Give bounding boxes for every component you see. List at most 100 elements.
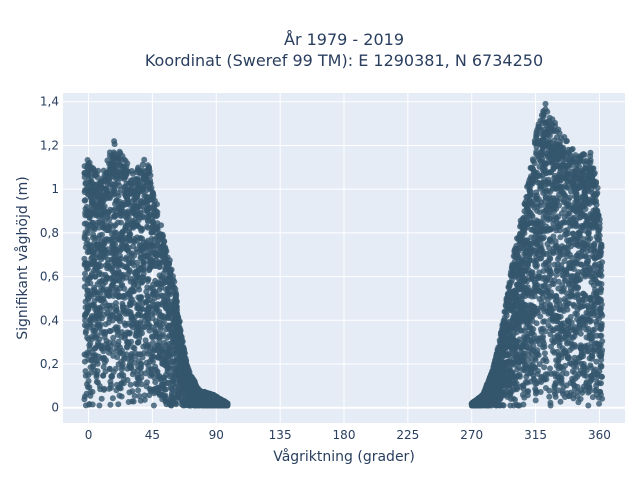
data-point bbox=[173, 335, 180, 342]
data-point bbox=[110, 207, 117, 214]
data-point bbox=[565, 230, 571, 237]
data-point bbox=[83, 185, 90, 192]
data-point bbox=[123, 351, 130, 358]
data-point bbox=[107, 378, 114, 385]
data-point bbox=[100, 363, 107, 370]
data-point bbox=[131, 238, 138, 245]
data-point bbox=[563, 370, 570, 377]
data-point bbox=[142, 337, 149, 344]
data-point bbox=[136, 203, 143, 210]
data-point bbox=[106, 216, 113, 223]
data-point bbox=[101, 334, 108, 340]
data-point bbox=[156, 338, 163, 345]
data-point bbox=[148, 366, 155, 373]
data-point bbox=[124, 215, 130, 222]
data-point bbox=[118, 246, 124, 253]
data-point bbox=[96, 402, 103, 409]
data-point bbox=[126, 229, 133, 235]
data-point bbox=[157, 325, 164, 332]
data-point bbox=[159, 348, 166, 354]
data-point bbox=[117, 252, 123, 259]
data-point bbox=[130, 262, 137, 269]
data-point bbox=[141, 156, 148, 163]
data-point bbox=[156, 286, 163, 293]
data-point bbox=[177, 331, 184, 338]
data-point bbox=[150, 339, 156, 346]
data-point bbox=[93, 310, 100, 317]
data-point bbox=[175, 357, 182, 364]
data-point bbox=[102, 262, 109, 269]
data-point bbox=[118, 203, 125, 210]
data-point bbox=[167, 384, 174, 391]
data-point bbox=[574, 383, 581, 390]
data-point bbox=[135, 183, 142, 190]
data-point bbox=[531, 303, 538, 310]
data-point bbox=[589, 394, 596, 401]
data-point bbox=[82, 179, 89, 186]
data-point bbox=[109, 395, 116, 402]
data-point bbox=[89, 254, 96, 261]
data-point bbox=[124, 168, 131, 175]
data-point bbox=[562, 277, 568, 284]
data-point bbox=[553, 357, 560, 364]
data-point bbox=[148, 235, 155, 242]
data-point bbox=[84, 166, 91, 173]
data-point bbox=[110, 223, 117, 230]
data-point bbox=[587, 235, 594, 242]
data-point bbox=[120, 163, 127, 170]
data-point bbox=[82, 311, 89, 318]
data-point bbox=[133, 277, 140, 284]
data-point bbox=[161, 359, 168, 366]
data-point bbox=[153, 291, 160, 298]
data-point bbox=[92, 345, 99, 351]
data-point bbox=[100, 372, 107, 379]
data-point bbox=[170, 350, 177, 357]
data-point bbox=[185, 371, 192, 378]
data-point bbox=[84, 277, 91, 283]
data-point bbox=[116, 392, 123, 399]
data-point bbox=[551, 261, 558, 268]
data-point bbox=[132, 211, 139, 218]
data-point bbox=[89, 210, 96, 217]
data-point bbox=[156, 320, 163, 327]
data-point bbox=[150, 402, 157, 409]
data-point bbox=[154, 333, 161, 340]
data-point bbox=[113, 300, 119, 306]
data-point bbox=[104, 302, 111, 309]
data-point bbox=[134, 339, 141, 346]
data-point bbox=[574, 311, 580, 318]
data-point bbox=[130, 243, 137, 250]
data-point bbox=[154, 245, 161, 252]
data-point bbox=[542, 170, 549, 176]
data-point bbox=[161, 296, 168, 303]
data-point bbox=[143, 239, 150, 246]
data-point bbox=[157, 233, 164, 240]
data-point bbox=[93, 358, 100, 365]
data-point bbox=[138, 312, 144, 319]
data-point bbox=[201, 395, 208, 402]
data-point bbox=[533, 320, 540, 327]
data-point bbox=[85, 350, 92, 357]
data-point bbox=[577, 396, 584, 402]
data-point bbox=[121, 335, 128, 342]
data-point bbox=[178, 398, 185, 405]
data-point bbox=[93, 371, 100, 378]
data-point bbox=[166, 271, 173, 278]
data-point bbox=[579, 389, 586, 396]
data-point bbox=[207, 392, 214, 399]
data-point bbox=[127, 365, 134, 372]
data-point bbox=[122, 224, 129, 231]
data-point bbox=[119, 153, 126, 159]
data-point bbox=[110, 293, 117, 299]
data-point bbox=[165, 344, 172, 351]
data-point bbox=[169, 393, 176, 400]
data-point bbox=[546, 271, 553, 278]
data-point bbox=[100, 348, 107, 355]
data-point bbox=[150, 258, 156, 265]
data-point bbox=[179, 383, 186, 389]
data-point bbox=[169, 284, 176, 291]
data-point bbox=[140, 259, 147, 266]
data-point bbox=[144, 293, 151, 299]
data-point bbox=[124, 211, 131, 218]
data-point bbox=[107, 285, 114, 292]
